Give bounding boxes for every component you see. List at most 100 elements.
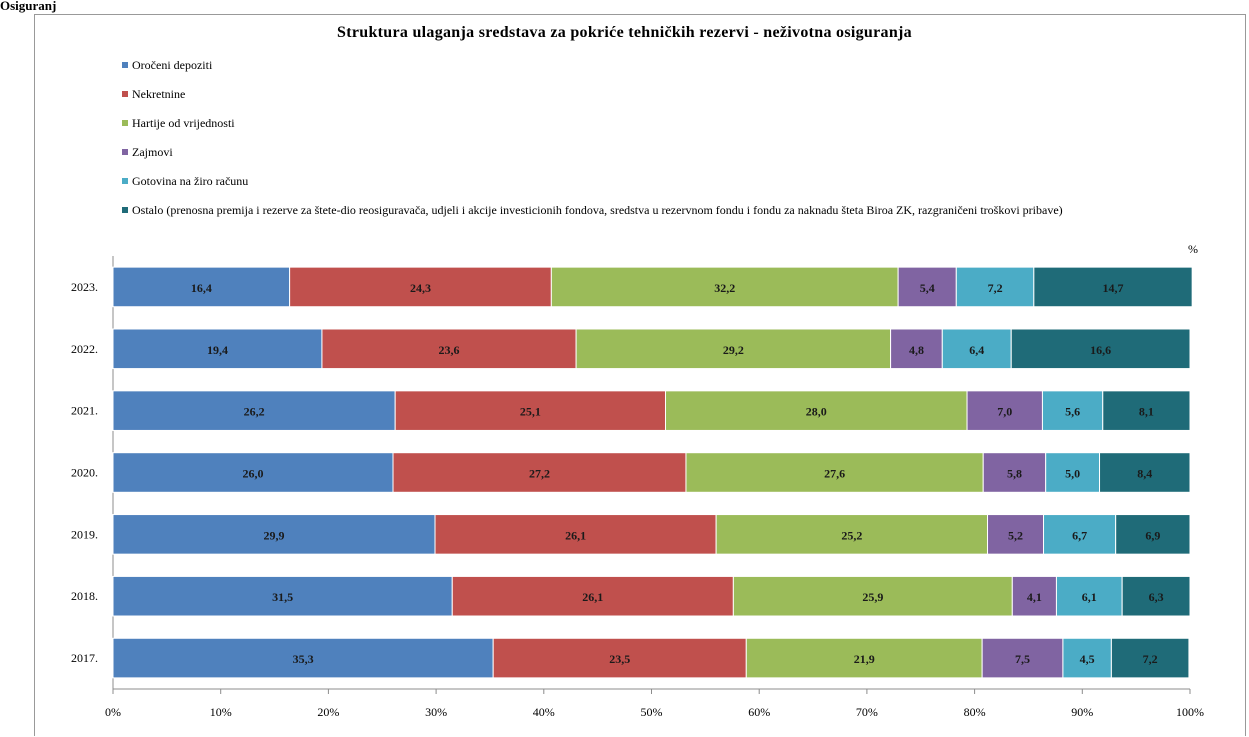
bar-segment	[394, 390, 667, 431]
legend-swatch	[122, 207, 128, 213]
bar-segment	[1033, 266, 1193, 308]
corner-label: Osiguranj	[0, 0, 57, 13]
category-label: 2019.	[71, 527, 98, 541]
data-label: 5,4	[920, 281, 935, 295]
data-label: 26,1	[565, 528, 586, 542]
data-label: 7,2	[1143, 652, 1158, 666]
bar-segment	[575, 328, 892, 370]
bar-segment	[981, 637, 1064, 679]
chart-border	[34, 14, 1246, 736]
bar-segment	[890, 328, 943, 370]
legend-label: Hartije od vrijednosti	[132, 116, 235, 130]
data-label: 19,4	[207, 343, 228, 357]
legend-item-nekretnine: Nekretnine	[122, 87, 1132, 101]
data-label: 6,3	[1149, 590, 1164, 604]
data-label: 28,0	[806, 405, 827, 419]
data-label: 6,9	[1145, 528, 1160, 542]
chart-title: Struktura ulaganja sredstava za pokriće …	[337, 24, 912, 41]
data-label: 25,2	[841, 528, 862, 542]
legend-swatch	[122, 120, 128, 126]
bar-segment	[732, 575, 1013, 617]
bar-segment	[1062, 637, 1112, 679]
bar-segment	[982, 452, 1047, 493]
bar-segment	[112, 390, 396, 431]
data-label: 31,5	[272, 590, 293, 604]
x-tick-label: 20%	[317, 705, 339, 719]
data-label: 26,2	[244, 405, 265, 419]
x-tick-label: 90%	[1071, 705, 1093, 719]
bar-segment	[1045, 452, 1101, 493]
legend-label: Nekretnine	[132, 87, 186, 101]
bar-segment	[1102, 390, 1191, 431]
data-label: 21,9	[854, 652, 875, 666]
data-label: 5,2	[1008, 528, 1023, 542]
x-tick-label: 60%	[748, 705, 770, 719]
bar-segment	[1011, 575, 1057, 617]
legend-swatch	[122, 91, 128, 97]
legend-item-orocenti-depoziti: Oročeni depoziti	[122, 58, 1132, 72]
bar-segment	[112, 514, 436, 555]
legend-swatch	[122, 62, 128, 68]
bar-segment	[955, 266, 1035, 308]
bar-segment	[112, 328, 323, 370]
legend-swatch	[122, 149, 128, 155]
data-label: 8,4	[1137, 467, 1152, 481]
bar-segment	[1010, 328, 1191, 370]
data-label: 7,0	[997, 405, 1012, 419]
bar-segment	[941, 328, 1012, 370]
legend-swatch	[122, 178, 128, 184]
x-tick-label: 70%	[856, 705, 878, 719]
category-label: 2020.	[71, 466, 98, 480]
x-tick-label: 10%	[210, 705, 232, 719]
bar-segment	[321, 328, 577, 370]
legend-label: Ostalo (prenosna premija i rezerve za št…	[132, 203, 1063, 217]
bar-segment	[492, 637, 747, 679]
data-label: 6,7	[1072, 528, 1087, 542]
data-label: 4,8	[909, 343, 924, 357]
x-tick-label: 40%	[533, 705, 555, 719]
legend-item-ostalo: Ostalo (prenosna premija i rezerve za št…	[122, 203, 1132, 217]
data-label: 26,0	[243, 467, 264, 481]
legend-item-hartije: Hartije od vrijednosti	[122, 116, 1132, 130]
category-label: 2022.	[71, 342, 98, 356]
data-label: 25,9	[862, 590, 883, 604]
bar-segment	[112, 637, 494, 679]
data-label: 23,5	[609, 652, 630, 666]
data-label: 14,7	[1102, 281, 1123, 295]
data-label: 5,0	[1065, 467, 1080, 481]
bar-segment	[1121, 575, 1191, 617]
data-label: 27,2	[529, 467, 550, 481]
data-label: 4,1	[1027, 590, 1042, 604]
bar-segment	[1110, 637, 1190, 679]
data-label: 24,3	[410, 281, 431, 295]
bar-segment	[1041, 390, 1104, 431]
x-tick-label: 0%	[105, 705, 121, 719]
legend-label: Gotovina na žiro računu	[132, 174, 249, 188]
legend-label: Oročeni depoziti	[132, 58, 213, 72]
data-label: 4,5	[1080, 652, 1095, 666]
bar-segment	[966, 390, 1043, 431]
category-label: 2018.	[71, 589, 98, 603]
x-tick-label: 30%	[425, 705, 447, 719]
unit-label: %	[1188, 242, 1198, 256]
bar-segment	[289, 266, 552, 308]
bar-segment	[715, 514, 989, 555]
data-label: 25,1	[520, 405, 541, 419]
data-label: 5,8	[1007, 467, 1022, 481]
data-label: 23,6	[439, 343, 460, 357]
data-label: 7,5	[1015, 652, 1030, 666]
bar-segment	[1043, 514, 1117, 555]
category-label: 2023.	[71, 280, 98, 294]
bar-segment	[112, 575, 453, 617]
category-label: 2017.	[71, 651, 98, 665]
bar-segment	[112, 266, 291, 308]
data-label: 29,2	[723, 343, 744, 357]
data-label: 8,1	[1139, 405, 1154, 419]
x-tick-label: 80%	[964, 705, 986, 719]
bar-segment	[451, 575, 734, 617]
data-label: 16,4	[191, 281, 212, 295]
category-label: 2021.	[71, 404, 98, 418]
bar-segment	[1115, 514, 1191, 555]
data-label: 27,6	[824, 467, 845, 481]
